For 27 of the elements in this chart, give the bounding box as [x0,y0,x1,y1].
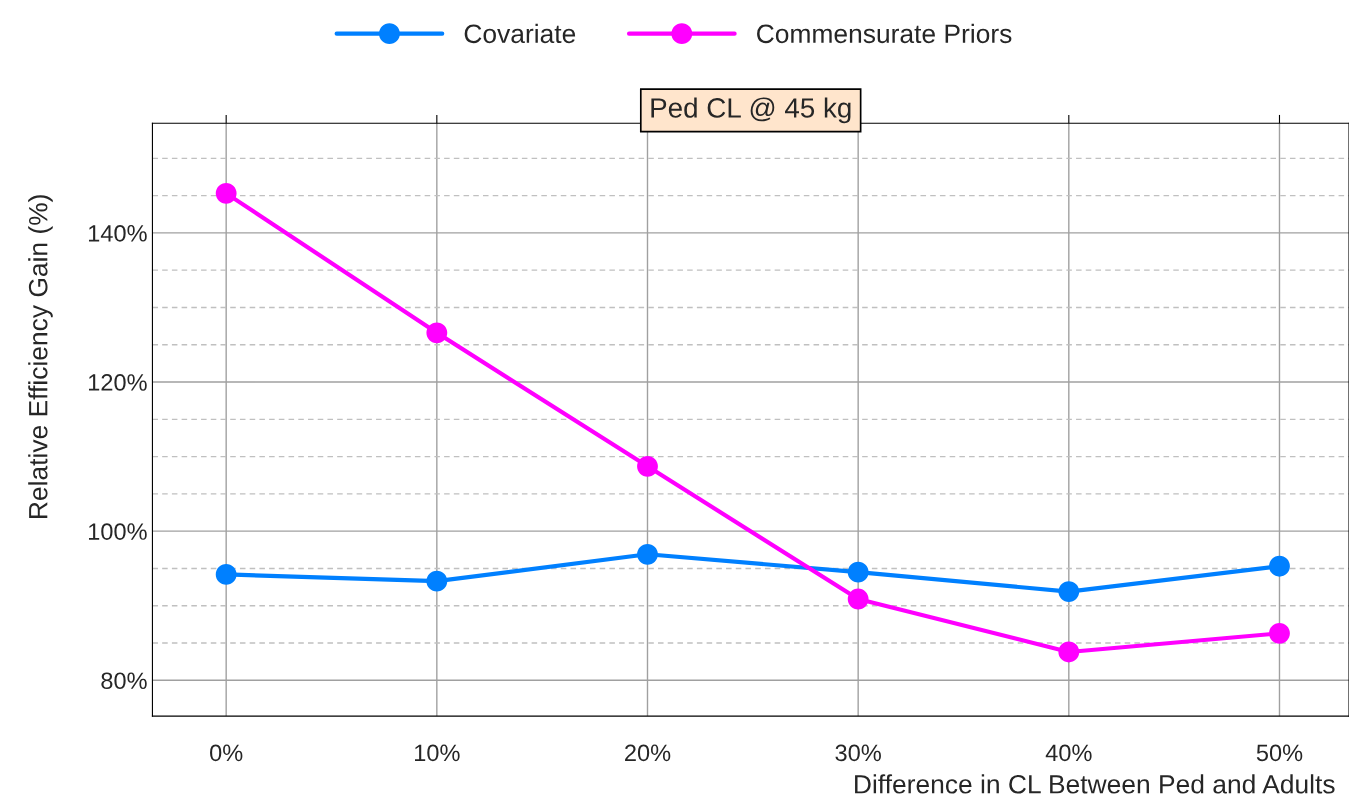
chart-title: Ped CL @ 45 kg [651,97,851,124]
point [426,322,448,344]
x-tick-label: 20% [625,744,671,762]
x-tick-label: 40% [1045,744,1092,762]
point [637,543,658,565]
point [847,588,869,610]
point [1058,641,1080,663]
y-tick-label: 100% [88,523,147,540]
x-tick-label: 30% [835,744,881,762]
x-tick-label: 10% [415,744,460,762]
point [426,570,448,592]
y-axis-title: Relative Efficiency Gain (%) [28,195,53,518]
point [215,182,237,204]
point [1058,581,1080,602]
x-tick-label: 50% [1256,744,1303,762]
point [1269,622,1290,644]
y-tick-label: 140% [88,224,147,242]
point [1269,555,1290,577]
legend-label: Commensurate Priors [757,23,1012,44]
y-tick-label: 80% [101,672,147,690]
y-tick-label: 120% [88,374,147,391]
point [637,455,658,477]
point [215,564,237,585]
x-tick-label: 0% [210,744,243,762]
point [847,561,869,583]
x-axis-title: Difference in CL Between Ped and Adults [855,774,1335,794]
legend-label: Covariate [464,23,576,44]
